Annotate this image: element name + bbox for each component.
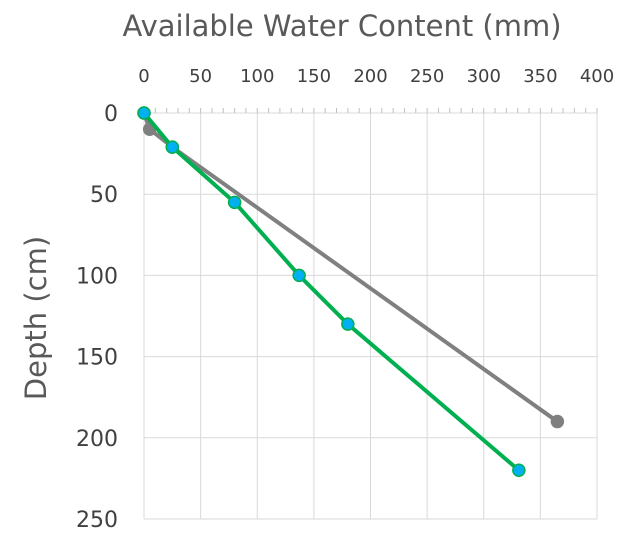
x-tick-label: 100 <box>240 66 274 87</box>
y-tick-label: 50 <box>90 183 118 208</box>
y-tick-label: 200 <box>76 427 118 452</box>
x-tick-label: 350 <box>523 66 557 87</box>
y-tick-label: 250 <box>76 508 118 533</box>
series-line <box>142 111 560 424</box>
x-tick-label: 50 <box>189 66 212 87</box>
x-tick-label: 400 <box>580 66 614 87</box>
data-point <box>227 195 242 210</box>
data-point <box>512 463 526 478</box>
data-point <box>341 317 355 331</box>
x-tick-label: 0 <box>138 66 149 87</box>
tick-labels: 0 50 100 150 200 250 300 350 400 0 50 100 150 200 250 <box>76 66 614 533</box>
axes <box>143 108 598 519</box>
x-tick-label: 200 <box>353 66 387 87</box>
data-series <box>137 106 565 478</box>
series-1 <box>137 106 526 478</box>
data-point <box>137 106 151 120</box>
data-point <box>165 140 180 154</box>
y-tick-label: 150 <box>76 346 118 371</box>
x-tick-label: 250 <box>410 66 444 87</box>
data-point <box>550 414 565 429</box>
series-0 <box>137 106 565 429</box>
gridlines <box>144 113 598 520</box>
y-tick-label: 0 <box>104 102 118 127</box>
x-axis-title: Available Water Content (mm) <box>122 9 561 43</box>
data-point <box>292 268 306 283</box>
y-tick-label: 100 <box>76 264 118 289</box>
series-line <box>142 111 521 473</box>
y-axis-title: Depth (cm) <box>19 236 53 400</box>
x-tick-label: 300 <box>467 66 501 87</box>
x-tick-label: 150 <box>297 66 331 87</box>
